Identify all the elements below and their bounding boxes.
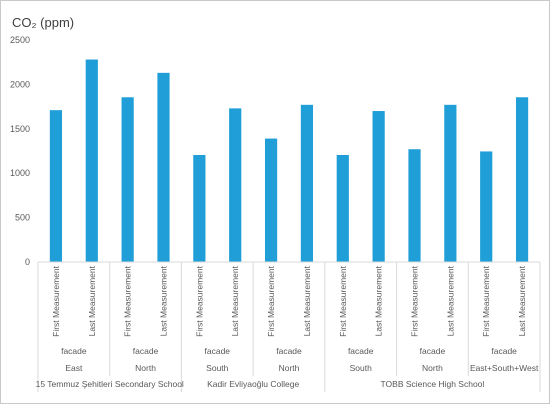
bar — [85, 59, 98, 263]
x-category-label: Last Measurement — [159, 265, 169, 336]
y-tick-label: 0 — [25, 257, 30, 267]
x-category-label: Last Measurement — [517, 265, 527, 336]
x-category-label: Last Measurement — [302, 265, 312, 336]
bar — [49, 110, 63, 262]
bar — [121, 97, 134, 262]
level3-group-label: East+South+West — [470, 363, 539, 373]
level3-group-label: East — [65, 363, 83, 373]
level3-group-label: South — [206, 363, 228, 373]
level3-group-label: South — [350, 363, 372, 373]
level2-group-label: facade — [348, 346, 374, 356]
y-tick-label: 1000 — [10, 168, 30, 178]
level2-group-label: facade — [491, 346, 517, 356]
level4-group-label: 15 Temmuz Şehitleri Secondary School — [36, 379, 184, 389]
bar — [372, 111, 385, 262]
bar — [336, 154, 349, 262]
bar — [193, 154, 206, 262]
bar — [300, 104, 314, 262]
level3-group-label: North — [422, 363, 443, 373]
x-category-label: First Measurement — [410, 265, 420, 336]
level2-group-label: facade — [276, 346, 302, 356]
x-category-label: First Measurement — [266, 265, 276, 336]
x-category-label: Last Measurement — [445, 265, 455, 336]
level3-group-label: North — [279, 363, 300, 373]
y-tick-label: 1500 — [10, 124, 30, 134]
x-category-label: Last Measurement — [230, 265, 240, 336]
y-tick-label: 2500 — [10, 35, 30, 45]
level3-group-label: North — [135, 363, 156, 373]
level2-group-label: facade — [61, 346, 87, 356]
bar — [264, 138, 278, 262]
bars — [49, 59, 529, 263]
level4-group-label: TOBB Science High School — [381, 379, 485, 389]
level2-group-label: facade — [420, 346, 446, 356]
x-category-label: Last Measurement — [374, 265, 384, 336]
chart-title: CO₂ (ppm) — [12, 15, 74, 30]
bar — [229, 108, 242, 262]
level2-group-label: facade — [133, 346, 159, 356]
x-category-label: First Measurement — [123, 265, 133, 336]
bar — [157, 72, 170, 262]
level2-group-label: facade — [205, 346, 231, 356]
x-category-label: Last Measurement — [87, 265, 97, 336]
y-axis: 0 500 1000 1500 2000 2500 — [10, 35, 30, 267]
level4-group-label: Kadir Evliyaoğlu College — [207, 379, 299, 389]
x-category-label: First Measurement — [51, 265, 61, 336]
x-category-label: First Measurement — [338, 265, 348, 336]
bar — [444, 104, 457, 262]
bar — [480, 151, 493, 262]
bar — [515, 97, 529, 262]
y-tick-label: 500 — [15, 213, 30, 223]
x-category-label: First Measurement — [481, 265, 491, 336]
x-category-label: First Measurement — [194, 265, 204, 336]
bar — [408, 149, 421, 262]
y-tick-label: 2000 — [10, 79, 30, 89]
x-axis: First Measurement Last Measurement First M… — [36, 261, 541, 392]
